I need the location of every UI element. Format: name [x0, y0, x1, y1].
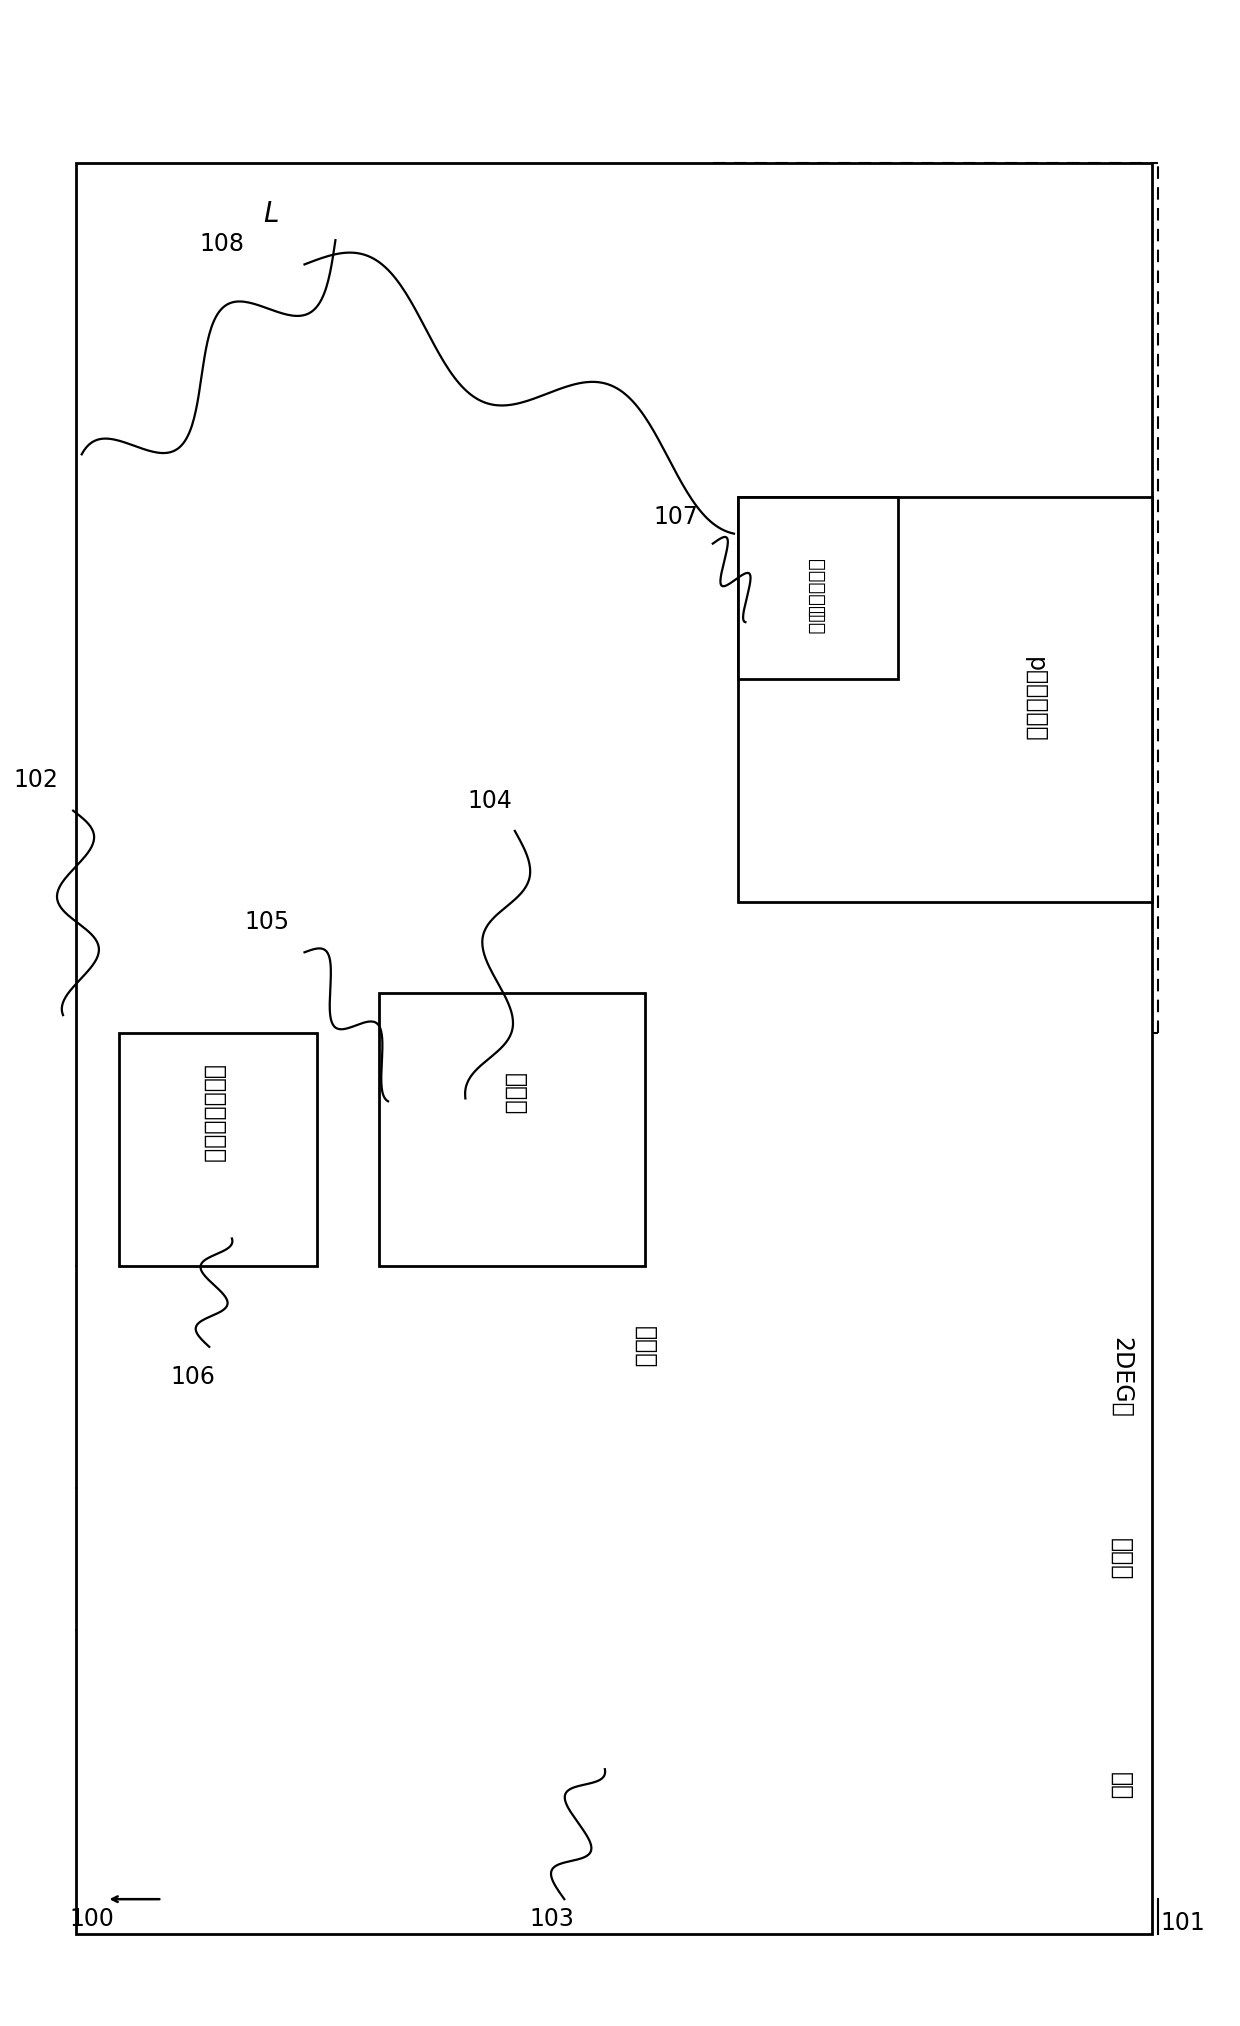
Text: 基板: 基板 — [1109, 1773, 1133, 1799]
Text: 103: 103 — [529, 1906, 574, 1931]
Text: 107: 107 — [653, 504, 698, 529]
Text: 102: 102 — [14, 768, 58, 792]
Text: 漏极欧姆接: 漏极欧姆接 — [806, 559, 825, 618]
Text: 101: 101 — [1161, 1911, 1205, 1935]
Bar — [738, 496, 1152, 902]
Text: p型半导体层: p型半导体层 — [1023, 656, 1047, 742]
Text: 栋极层: 栋极层 — [503, 1072, 527, 1114]
Text: 104: 104 — [467, 788, 512, 812]
Text: 108: 108 — [200, 233, 244, 255]
Bar — [76, 164, 1152, 1933]
Text: 2DEG层: 2DEG层 — [1109, 1337, 1133, 1418]
Text: 106: 106 — [171, 1366, 216, 1390]
Text: 100: 100 — [69, 1906, 114, 1931]
Bar — [378, 993, 645, 1266]
Text: L: L — [263, 201, 279, 227]
Text: 缓冲层: 缓冲层 — [1109, 1538, 1133, 1580]
Text: 触层: 触层 — [806, 610, 825, 634]
Text: 105: 105 — [244, 910, 290, 934]
Bar — [738, 496, 898, 679]
Text: 阻障层: 阻障层 — [632, 1325, 657, 1368]
Bar — [119, 1033, 317, 1266]
Text: 源极欧姆接触层: 源极欧姆接触层 — [202, 1066, 226, 1163]
